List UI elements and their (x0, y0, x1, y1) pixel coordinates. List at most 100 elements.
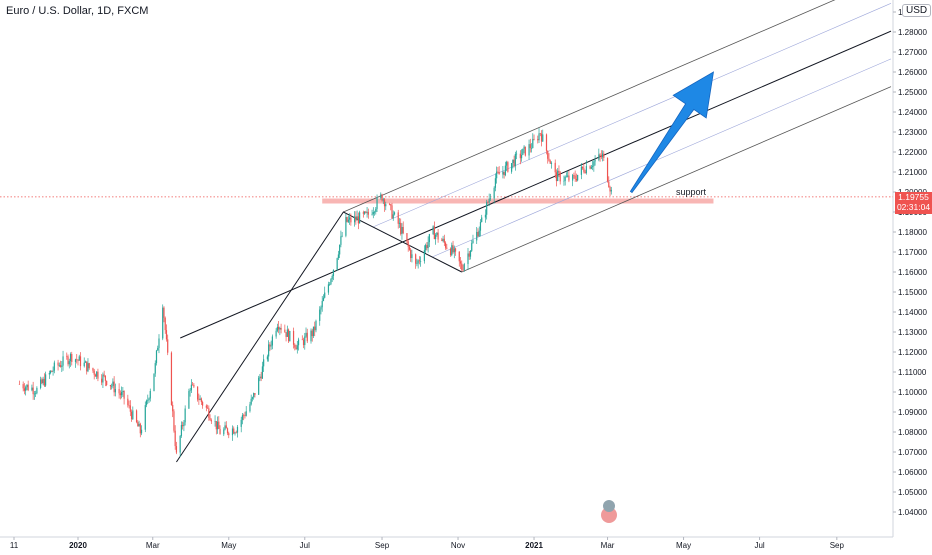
candle-body (390, 204, 392, 206)
candle-body (202, 402, 204, 406)
candle-body (249, 404, 251, 412)
candle-body (585, 166, 587, 173)
candle-body (190, 384, 192, 391)
candle-body (451, 245, 453, 256)
candle-body (218, 421, 220, 429)
time-tick-label: Nov (451, 541, 465, 550)
candle-body (94, 374, 97, 377)
candle-body (209, 417, 211, 421)
candle-body (182, 425, 184, 427)
candle-body (582, 166, 584, 169)
candle-body (462, 269, 464, 271)
candle-body (341, 235, 343, 237)
price-tick-label: 1.22000 (898, 148, 927, 157)
candle-body (507, 162, 509, 172)
candle-body (453, 248, 455, 253)
candle-body (22, 384, 24, 389)
candle-body (31, 387, 33, 391)
candle-body (610, 189, 612, 192)
price-tick-label: 1.17000 (898, 248, 927, 257)
candle-body (294, 344, 296, 348)
candle-body (528, 144, 530, 156)
candle-body (522, 148, 524, 155)
candle-body (184, 408, 186, 423)
candle-body (540, 133, 543, 142)
candle-body (548, 158, 550, 161)
candle-body (278, 326, 280, 330)
candle-body (591, 166, 594, 167)
bar-countdown: 02:31:04 (896, 202, 931, 212)
candle-body (292, 331, 295, 345)
candle-body (198, 399, 200, 401)
candle-body (26, 384, 28, 388)
candle-body (164, 317, 166, 331)
candle-body (606, 157, 609, 182)
candle-body (33, 393, 35, 395)
candle-body (330, 279, 332, 285)
candle-body (69, 354, 72, 362)
candle-body (261, 366, 264, 379)
candle-body (469, 250, 472, 257)
price-tick-label: 1.15000 (898, 288, 927, 297)
candle-body (158, 338, 160, 348)
candle-body (442, 238, 444, 241)
candle-body (443, 238, 445, 243)
price-tick-label: 1.26000 (898, 68, 927, 77)
candle-body (149, 390, 151, 399)
wave-anchor-line (176, 211, 462, 463)
candle-body (539, 133, 541, 135)
candle-body (484, 214, 487, 218)
candle-body (148, 398, 150, 400)
candle-body (266, 356, 268, 360)
candle-body (58, 365, 60, 366)
candle-body (320, 307, 322, 310)
candle-body (197, 386, 199, 400)
candle-body (428, 234, 430, 243)
candle-body (584, 171, 586, 173)
candle-body (271, 336, 273, 346)
candle-body (365, 211, 367, 213)
price-tick-label: 1.14000 (898, 308, 927, 317)
candle-body (129, 405, 131, 412)
candle-body (498, 172, 500, 175)
candle-body (449, 248, 452, 256)
candle-body (478, 230, 480, 237)
target-arrow (629, 71, 714, 194)
currency-badge[interactable]: USD (902, 4, 932, 17)
candle-body (367, 211, 369, 215)
candle-body (254, 393, 256, 395)
candle-body (354, 216, 356, 223)
candle-body (577, 174, 579, 181)
candle-body (101, 378, 103, 383)
candle-body (172, 404, 174, 412)
candle-body (111, 385, 113, 387)
candle-body (71, 354, 73, 362)
candle-body (312, 326, 315, 337)
candle-body (59, 365, 62, 367)
candle-body (380, 194, 382, 198)
lower-quarter-line (432, 58, 892, 258)
candle-body (503, 171, 505, 176)
candle-body (513, 159, 515, 167)
candle-body (329, 284, 331, 285)
candle-body (179, 435, 181, 453)
candle-body (153, 373, 155, 391)
time-tick-label: Jul (300, 541, 310, 550)
candle-body (234, 432, 236, 434)
candle-body (497, 171, 499, 173)
candle-body (481, 217, 483, 223)
candle-body (463, 264, 465, 270)
candle-body (199, 398, 201, 400)
candle-body (40, 379, 42, 388)
candle-body (609, 187, 611, 192)
candle-body (315, 320, 317, 331)
candle-body (502, 171, 504, 175)
candle-body (135, 410, 138, 423)
candle-body (519, 153, 521, 159)
candle-body (345, 217, 347, 236)
candle-body (496, 171, 498, 179)
price-tick-label: 1.16000 (898, 268, 927, 277)
economic-event-marker (601, 507, 617, 523)
